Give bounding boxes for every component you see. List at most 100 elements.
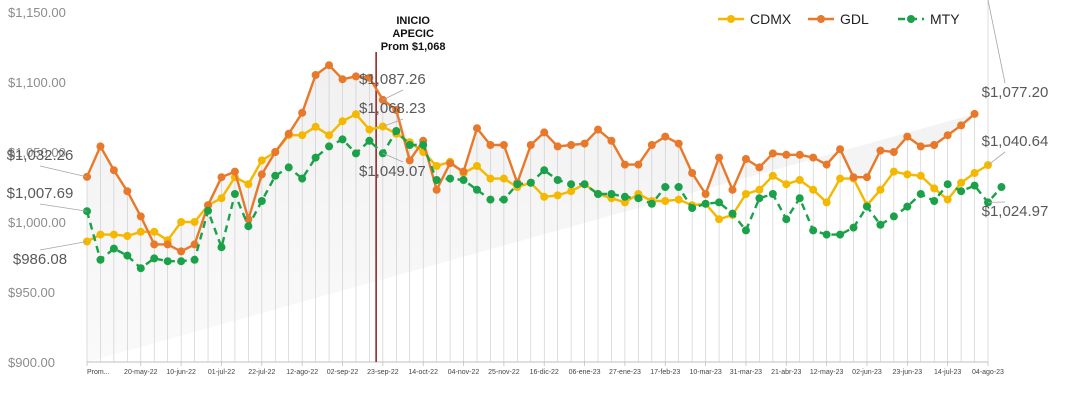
data-label-leader xyxy=(382,152,404,163)
data-point-gdl xyxy=(526,141,535,149)
axis-layer: $900.00 $950.00 $1,000.00 $1,050.00 $1,100.0… xyxy=(8,5,1004,376)
data-point-gdl xyxy=(741,155,750,163)
data-point-mty xyxy=(715,198,724,207)
data-point-cdmx xyxy=(244,180,253,189)
data-point-mty xyxy=(96,255,105,264)
event-label-line: INICIO xyxy=(396,15,430,27)
data-point-cdmx xyxy=(96,230,105,239)
data-point-cdmx xyxy=(298,131,307,140)
x-tick-label: 14-oct-22 xyxy=(408,369,438,376)
legend-marker-cdmx xyxy=(727,15,735,23)
event-label-line: APECIC xyxy=(392,28,434,40)
data-point-cdmx xyxy=(325,131,334,140)
data-point-mty xyxy=(244,222,253,231)
data-point-gdl xyxy=(836,145,845,154)
data-point-cdmx xyxy=(472,162,481,170)
data-point-cdmx xyxy=(567,187,576,196)
data-point-cdmx xyxy=(782,180,791,189)
data-point-mty xyxy=(526,178,535,187)
x-tick-label: 12-ago-22 xyxy=(286,369,318,376)
data-point-cdmx xyxy=(177,218,186,226)
data-label-cdmx: $1,068.23 xyxy=(359,100,426,117)
data-point-gdl xyxy=(930,141,939,149)
data-point-mty xyxy=(177,257,186,266)
data-point-mty xyxy=(822,230,831,239)
x-tick-label: 21-abr-23 xyxy=(771,369,801,376)
data-point-mty xyxy=(432,176,441,184)
data-point-cdmx xyxy=(338,117,347,126)
data-point-cdmx xyxy=(217,194,226,203)
data-point-gdl xyxy=(594,125,603,134)
data-point-gdl xyxy=(271,148,280,156)
data-point-mty xyxy=(647,199,656,208)
data-point-mty xyxy=(661,183,670,191)
data-point-cdmx xyxy=(903,170,912,179)
data-point-mty xyxy=(513,180,522,189)
data-label-mty: $1,049.07 xyxy=(359,163,426,180)
data-point-gdl xyxy=(876,146,885,155)
data-point-cdmx xyxy=(768,171,777,180)
data-point-gdl xyxy=(634,160,643,169)
data-point-gdl xyxy=(163,240,172,249)
data-point-cdmx xyxy=(257,156,266,165)
data-point-mty xyxy=(836,230,845,239)
data-point-mty xyxy=(620,192,629,201)
data-point-mty xyxy=(419,141,428,149)
data-point-mty xyxy=(903,202,912,211)
x-tick-label: Prom... xyxy=(87,369,110,376)
data-point-cdmx xyxy=(190,218,199,226)
data-point-cdmx xyxy=(755,185,764,194)
data-point-mty xyxy=(930,197,939,205)
data-point-gdl xyxy=(432,185,441,194)
data-point-gdl xyxy=(580,139,589,148)
x-tick-label: 14-jul-23 xyxy=(934,369,961,376)
data-point-gdl xyxy=(150,240,159,249)
data-point-gdl xyxy=(607,136,616,145)
data-label-gdl: $1,032.26 xyxy=(7,147,74,164)
x-tick-label: 01-jul-22 xyxy=(208,369,235,376)
data-point-gdl xyxy=(889,148,898,156)
data-label-cdmx: $1,040.64 xyxy=(982,133,1049,150)
data-label-leader xyxy=(987,0,1006,84)
data-point-gdl xyxy=(351,72,360,81)
data-point-gdl xyxy=(782,150,791,159)
data-label-gdl: $1,077.20 xyxy=(982,84,1049,101)
data-point-gdl xyxy=(136,212,145,221)
data-label-leader xyxy=(39,241,88,251)
data-point-mty xyxy=(943,180,952,189)
data-point-gdl xyxy=(257,170,266,179)
data-label-leader xyxy=(987,151,1006,166)
data-point-mty xyxy=(109,244,118,253)
data-point-mty xyxy=(849,223,858,232)
x-tick-label: 23-jun-23 xyxy=(893,369,923,376)
data-point-gdl xyxy=(567,141,576,149)
x-tick-label: 17-feb-23 xyxy=(650,369,680,376)
data-point-gdl xyxy=(970,109,979,118)
series-line-mty xyxy=(85,129,1003,270)
data-label-leader xyxy=(382,89,404,101)
data-point-gdl xyxy=(446,159,455,168)
x-tick-label: 20-may-22 xyxy=(124,369,158,376)
data-point-gdl xyxy=(728,185,737,194)
data-point-mty xyxy=(782,215,791,224)
data-point-gdl xyxy=(392,106,401,114)
data-point-mty xyxy=(862,202,871,211)
data-point-mty xyxy=(405,141,414,149)
data-point-mty xyxy=(136,264,145,273)
x-tick-label: 25-nov-22 xyxy=(488,369,520,376)
data-point-mty xyxy=(338,135,347,144)
data-point-gdl xyxy=(190,240,199,249)
data-point-mty xyxy=(674,183,683,191)
data-point-mty xyxy=(809,226,818,235)
data-point-cdmx xyxy=(136,227,145,236)
data-point-cdmx xyxy=(123,232,132,240)
x-tick-label: 31-mar-23 xyxy=(730,369,762,376)
x-tick-label: 22-jul-22 xyxy=(248,369,275,376)
data-point-mty xyxy=(741,226,750,235)
data-point-gdl xyxy=(244,215,253,224)
data-point-mty xyxy=(499,195,508,204)
data-point-mty xyxy=(325,142,334,151)
data-point-mty xyxy=(553,176,562,184)
data-point-mty xyxy=(567,180,576,189)
